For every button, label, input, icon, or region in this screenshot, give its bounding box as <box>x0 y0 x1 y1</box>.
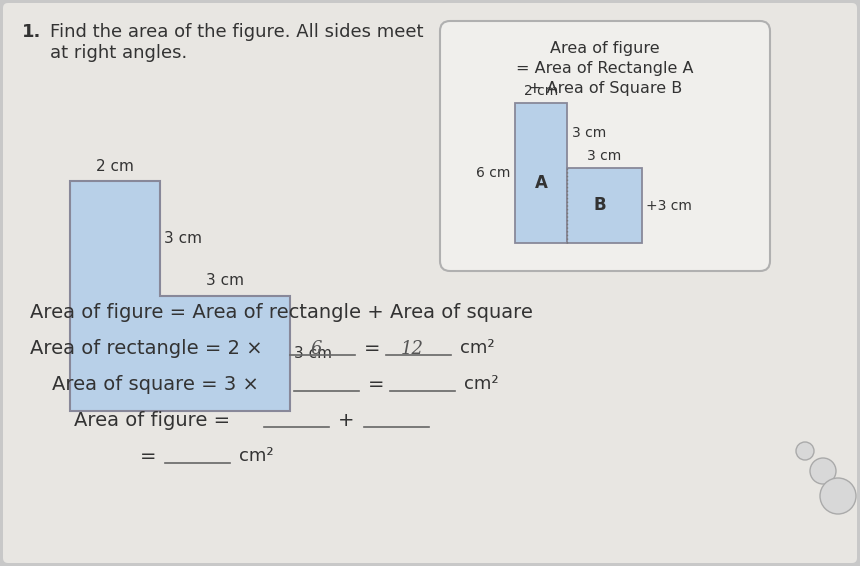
Text: cm²: cm² <box>464 375 499 393</box>
Text: Area of square = 3 ×: Area of square = 3 × <box>52 375 259 394</box>
Text: 6 cm: 6 cm <box>476 166 510 180</box>
Text: 3 cm: 3 cm <box>587 149 622 163</box>
Text: =: = <box>140 447 157 466</box>
Circle shape <box>796 442 814 460</box>
FancyBboxPatch shape <box>440 21 770 271</box>
Polygon shape <box>70 181 290 411</box>
Text: 3 cm: 3 cm <box>206 273 244 288</box>
Text: cm²: cm² <box>239 447 273 465</box>
Text: 2 cm: 2 cm <box>524 84 558 98</box>
Text: 3 cm: 3 cm <box>164 231 202 246</box>
FancyBboxPatch shape <box>3 3 857 563</box>
Text: +3 cm: +3 cm <box>646 199 692 212</box>
Text: Area of figure: Area of figure <box>550 41 660 56</box>
Text: A: A <box>535 174 548 192</box>
Text: 3 cm: 3 cm <box>294 346 332 361</box>
Circle shape <box>820 478 856 514</box>
Text: =: = <box>368 375 384 394</box>
Text: cm²: cm² <box>460 339 494 357</box>
Text: 6: 6 <box>310 340 322 358</box>
Text: =: = <box>364 339 380 358</box>
Text: + Area of Square B: + Area of Square B <box>528 81 682 96</box>
Text: = Area of Rectangle A: = Area of Rectangle A <box>516 61 694 76</box>
Text: B: B <box>593 196 605 215</box>
Bar <box>567 168 642 243</box>
Text: 12: 12 <box>401 340 423 358</box>
Bar <box>515 103 567 243</box>
Text: at right angles.: at right angles. <box>50 44 187 62</box>
Text: Find the area of the figure. All sides meet: Find the area of the figure. All sides m… <box>50 23 423 41</box>
Text: +: + <box>338 411 354 430</box>
Text: 1.: 1. <box>22 23 41 41</box>
Text: 2 cm: 2 cm <box>96 159 134 174</box>
Circle shape <box>810 458 836 484</box>
Text: Area of rectangle = 2 ×: Area of rectangle = 2 × <box>30 339 262 358</box>
Text: 3 cm: 3 cm <box>572 126 606 140</box>
Text: Area of figure =: Area of figure = <box>74 411 230 430</box>
Text: Area of figure = Area of rectangle + Area of square: Area of figure = Area of rectangle + Are… <box>30 303 533 322</box>
